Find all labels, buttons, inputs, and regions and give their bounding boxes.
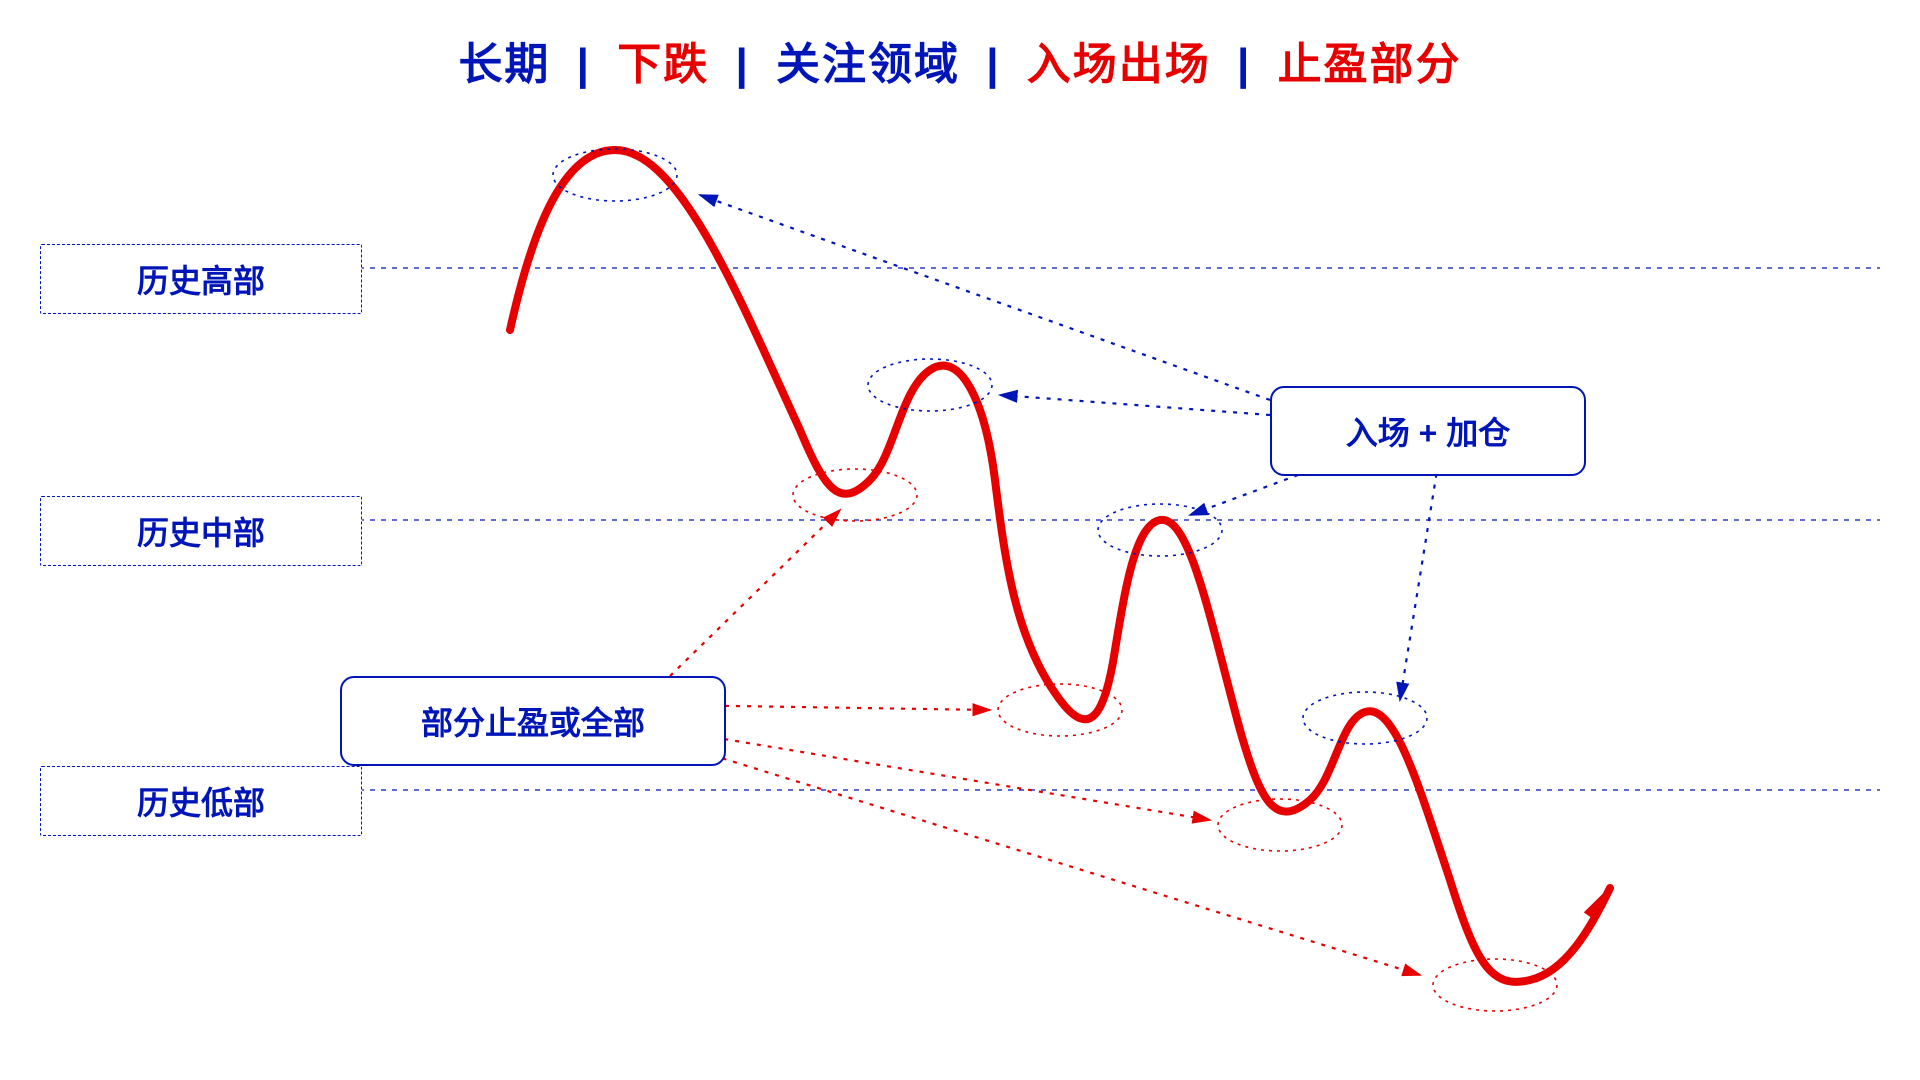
- exit-zone-2: [1218, 799, 1342, 851]
- title-sep-1: |: [729, 40, 770, 89]
- diagram-stage: 长期 | 下跌 | 关注领域 | 入场出场 | 止盈部分 历史高部历史中部历史低…: [0, 0, 1920, 1080]
- price-curve-arrowhead: [1585, 888, 1610, 919]
- exit-zone-1: [998, 684, 1122, 736]
- title-part-1: 下跌: [611, 40, 715, 89]
- entry-zone-2: [1098, 504, 1222, 556]
- title-part-2: 关注领域: [770, 40, 966, 89]
- profit-arrow-3: [670, 742, 1420, 975]
- entry-arrow-3: [1400, 452, 1440, 700]
- exit-zone-0: [793, 469, 917, 521]
- callout-entry: 入场 + 加仓: [1270, 386, 1586, 476]
- title-sep-0: |: [571, 40, 612, 89]
- entry-zone-3: [1303, 692, 1427, 744]
- level-box-2: 历史低部: [40, 766, 362, 836]
- title-part-4: 止盈部分: [1272, 40, 1468, 89]
- title-part-3: 入场出场: [1021, 40, 1217, 89]
- level-box-1: 历史中部: [40, 496, 362, 566]
- title-sep-2: |: [980, 40, 1021, 89]
- callout-profit: 部分止盈或全部: [340, 676, 726, 766]
- entry-arrow-1: [1000, 395, 1270, 415]
- exit-zone-3: [1433, 959, 1557, 1011]
- page-title: 长期 | 下跌 | 关注领域 | 入场出场 | 止盈部分: [0, 28, 1920, 92]
- title-sep-3: |: [1231, 40, 1272, 89]
- price-curve: [510, 150, 1610, 982]
- level-box-0: 历史高部: [40, 244, 362, 314]
- entry-arrow-0: [700, 195, 1270, 400]
- callout-entry-label: 入场 + 加仓: [1346, 408, 1510, 454]
- profit-arrow-2: [670, 730, 1210, 820]
- callout-profit-label: 部分止盈或全部: [421, 698, 645, 744]
- profit-arrow-0: [670, 510, 840, 676]
- entry-zone-1: [868, 359, 992, 411]
- entry-zone-0: [553, 149, 677, 201]
- title-part-0: 长期: [452, 40, 556, 89]
